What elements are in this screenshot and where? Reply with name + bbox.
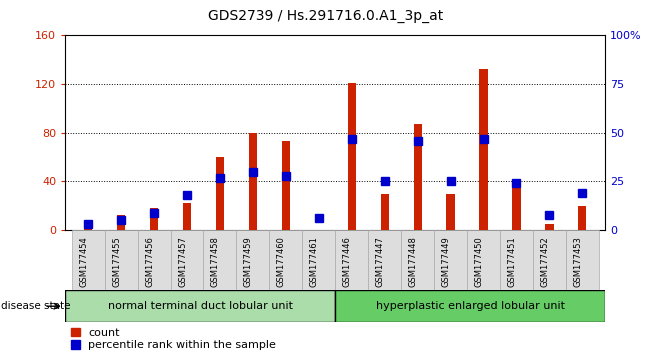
FancyBboxPatch shape	[467, 230, 500, 290]
Text: GSM177461: GSM177461	[310, 236, 319, 287]
FancyBboxPatch shape	[65, 290, 335, 322]
FancyBboxPatch shape	[533, 230, 566, 290]
Text: GSM177455: GSM177455	[112, 236, 121, 287]
FancyBboxPatch shape	[401, 230, 434, 290]
Legend: count, percentile rank within the sample: count, percentile rank within the sample	[71, 328, 276, 350]
Bar	[381, 194, 389, 230]
Bar	[578, 206, 587, 230]
Text: GSM177457: GSM177457	[178, 236, 187, 287]
Bar	[413, 124, 422, 230]
Bar	[216, 157, 224, 230]
FancyBboxPatch shape	[335, 290, 605, 322]
FancyBboxPatch shape	[204, 230, 236, 290]
Bar	[282, 141, 290, 230]
Bar	[150, 208, 158, 230]
Bar	[249, 133, 257, 230]
Bar	[183, 203, 191, 230]
FancyBboxPatch shape	[368, 230, 401, 290]
Text: GSM177452: GSM177452	[540, 236, 549, 287]
Text: hyperplastic enlarged lobular unit: hyperplastic enlarged lobular unit	[376, 301, 565, 311]
Bar	[447, 194, 454, 230]
Bar	[546, 224, 553, 230]
FancyBboxPatch shape	[137, 230, 171, 290]
Text: GSM177451: GSM177451	[508, 236, 516, 287]
FancyBboxPatch shape	[72, 230, 105, 290]
Text: GSM177446: GSM177446	[342, 236, 352, 287]
FancyBboxPatch shape	[566, 230, 599, 290]
FancyBboxPatch shape	[270, 230, 302, 290]
FancyBboxPatch shape	[335, 230, 368, 290]
Text: disease state: disease state	[1, 301, 71, 311]
FancyBboxPatch shape	[236, 230, 270, 290]
Text: GSM177458: GSM177458	[211, 236, 220, 287]
Bar	[479, 69, 488, 230]
FancyBboxPatch shape	[171, 230, 204, 290]
Text: GSM177449: GSM177449	[441, 236, 450, 287]
Text: GSM177460: GSM177460	[277, 236, 286, 287]
FancyBboxPatch shape	[302, 230, 335, 290]
Text: GSM177448: GSM177448	[409, 236, 418, 287]
Text: GSM177453: GSM177453	[574, 236, 583, 287]
Text: GSM177447: GSM177447	[376, 236, 385, 287]
Bar	[117, 216, 125, 230]
Text: GSM177459: GSM177459	[244, 236, 253, 287]
FancyBboxPatch shape	[500, 230, 533, 290]
Bar	[512, 188, 521, 230]
Text: GSM177450: GSM177450	[475, 236, 484, 287]
Text: GSM177454: GSM177454	[79, 236, 88, 287]
FancyBboxPatch shape	[434, 230, 467, 290]
Text: normal terminal duct lobular unit: normal terminal duct lobular unit	[107, 301, 293, 311]
Bar	[84, 220, 92, 230]
FancyBboxPatch shape	[105, 230, 137, 290]
Text: GSM177456: GSM177456	[145, 236, 154, 287]
Bar	[348, 83, 356, 230]
Text: GDS2739 / Hs.291716.0.A1_3p_at: GDS2739 / Hs.291716.0.A1_3p_at	[208, 9, 443, 23]
